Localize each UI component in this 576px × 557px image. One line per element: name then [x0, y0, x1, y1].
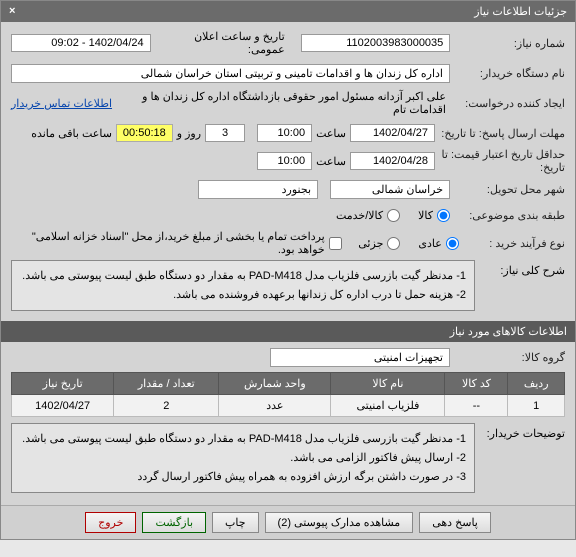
service-radio-label: کالا/خدمت	[336, 209, 383, 222]
th-date: تاریخ نیاز	[12, 373, 114, 395]
service-radio-item[interactable]: کالا/خدمت	[336, 209, 400, 222]
cell-name: فلزیاب امنیتی	[331, 395, 445, 417]
goods-radio-item[interactable]: کالا	[418, 209, 450, 222]
countdown-timer: 00:50:18	[116, 124, 173, 142]
th-name: نام کالا	[331, 373, 445, 395]
cell-unit: عدد	[219, 395, 331, 417]
deadline-date: 1402/04/27	[350, 124, 435, 142]
days-left-suffix: روز و	[173, 125, 205, 142]
buyer-org-value: اداره کل زندان ها و اقدامات تامینی و ترب…	[11, 64, 450, 83]
valid-until-label: حداقل تاریخ اعتبار قیمت: تا تاریخ:	[435, 148, 565, 174]
requester-label: ایجاد کننده درخواست:	[450, 97, 565, 110]
tender-radio[interactable]	[446, 237, 459, 250]
titlebar: جزئیات اطلاعات نیاز ×	[1, 1, 575, 22]
exit-button[interactable]: خروج	[85, 512, 136, 533]
delivery-city: بجنورد	[198, 180, 318, 199]
tender-radio-label: عادی	[418, 237, 441, 250]
tender-radio-item[interactable]: عادی	[418, 237, 458, 250]
goods-table: ردیف کد کالا نام کالا واحد شمارش تعداد /…	[11, 372, 565, 417]
close-icon[interactable]: ×	[9, 5, 15, 18]
deadline-label: مهلت ارسال پاسخ: تا تاریخ:	[435, 127, 565, 140]
print-button[interactable]: چاپ	[212, 512, 259, 533]
return-button[interactable]: بازگشت	[142, 512, 206, 533]
partial-radio-label: جزئی	[358, 237, 383, 250]
cell-row: 1	[508, 395, 565, 417]
treasury-check-item[interactable]: پرداخت تمام یا بخشی از مبلغ خرید،از محل …	[11, 230, 342, 256]
category-radio-group: کالا کالا/خدمت	[336, 209, 450, 222]
deadline-time: 10:00	[257, 124, 312, 142]
explain-line-3: 3- در صورت داشتن برگه ارزش افزوده به همر…	[20, 468, 466, 487]
process-radio-group: عادی جزئی	[358, 237, 459, 250]
explain-line-2: 2- ارسال پیش فاکتور الزامی می باشد.	[20, 449, 466, 468]
content-area: شماره نیاز: 1102003983000035 تاریخ و ساع…	[1, 22, 575, 505]
countdown-suffix: ساعت باقی مانده	[27, 125, 116, 142]
service-radio[interactable]	[387, 209, 400, 222]
cell-qty: 2	[114, 395, 219, 417]
explain-label: توضیحات خریدار:	[475, 423, 565, 440]
explain-line-1: 1- مدنظر گیت بازرسی فلزیاب مدل PAD-M418 …	[20, 430, 466, 449]
valid-date: 1402/04/28	[350, 152, 435, 170]
desc-line-2: 2- هزینه حمل تا درب اداره کل زندانها برع…	[20, 286, 466, 305]
budget-row-label: طبقه بندی موضوعی:	[450, 209, 565, 222]
goods-radio-label: کالا	[418, 209, 433, 222]
goods-group-label: گروه کالا:	[450, 351, 565, 364]
deadline-time-label: ساعت	[312, 125, 350, 142]
contact-link[interactable]: اطلاعات تماس خریدار	[11, 97, 112, 110]
footer-buttons: پاسخ دهی مشاهده مدارک پیوستی (2) چاپ باز…	[1, 505, 575, 539]
desc-label: شرح کلی نیاز:	[475, 260, 565, 277]
treasury-checkbox[interactable]	[329, 237, 342, 250]
partial-radio-item[interactable]: جزئی	[358, 237, 400, 250]
buyer-org-label: نام دستگاه خریدار:	[450, 67, 565, 80]
th-qty: تعداد / مقدار	[114, 373, 219, 395]
description-box: 1- مدنظر گیت بازرسی فلزیاب مدل PAD-M418 …	[11, 260, 475, 311]
explain-box: 1- مدنظر گیت بازرسی فلزیاب مدل PAD-M418 …	[11, 423, 475, 493]
goods-section-header: اطلاعات کالاهای مورد نیاز	[1, 321, 575, 342]
reply-button[interactable]: پاسخ دهی	[419, 512, 491, 533]
days-left: 3	[205, 124, 245, 142]
delivery-city-label: شهر محل تحویل:	[450, 183, 565, 196]
desc-line-1: 1- مدنظر گیت بازرسی فلزیاب مدل PAD-M418 …	[20, 267, 466, 286]
process-label: نوع فرآیند خرید :	[459, 237, 565, 250]
need-no-label: شماره نیاز:	[450, 37, 565, 50]
cell-code: --	[445, 395, 508, 417]
partial-radio[interactable]	[387, 237, 400, 250]
treasury-note: پرداخت تمام یا بخشی از مبلغ خرید،از محل …	[11, 230, 325, 256]
dialog-window: جزئیات اطلاعات نیاز × شماره نیاز: 110200…	[0, 0, 576, 540]
goods-radio[interactable]	[437, 209, 450, 222]
table-row[interactable]: 1 -- فلزیاب امنیتی عدد 2 1402/04/27	[12, 395, 565, 417]
announce-label: تاریخ و ساعت اعلان عمومی:	[151, 28, 289, 58]
th-code: کد کالا	[445, 373, 508, 395]
goods-group-value: تجهیزات امنیتی	[270, 348, 450, 367]
valid-time-label: ساعت	[312, 153, 350, 170]
requester-value: علی اکبر آزدانه مسئول امور حقوقی بازداشت…	[112, 88, 450, 118]
th-row: ردیف	[508, 373, 565, 395]
window-title: جزئیات اطلاعات نیاز	[474, 5, 567, 18]
need-no-value: 1102003983000035	[301, 34, 451, 52]
delivery-province: خراسان شمالی	[330, 180, 450, 199]
table-header-row: ردیف کد کالا نام کالا واحد شمارش تعداد /…	[12, 373, 565, 395]
announce-value: 1402/04/24 - 09:02	[11, 34, 151, 52]
cell-date: 1402/04/27	[12, 395, 114, 417]
valid-time: 10:00	[257, 152, 312, 170]
attachments-button[interactable]: مشاهده مدارک پیوستی (2)	[265, 512, 414, 533]
th-unit: واحد شمارش	[219, 373, 331, 395]
